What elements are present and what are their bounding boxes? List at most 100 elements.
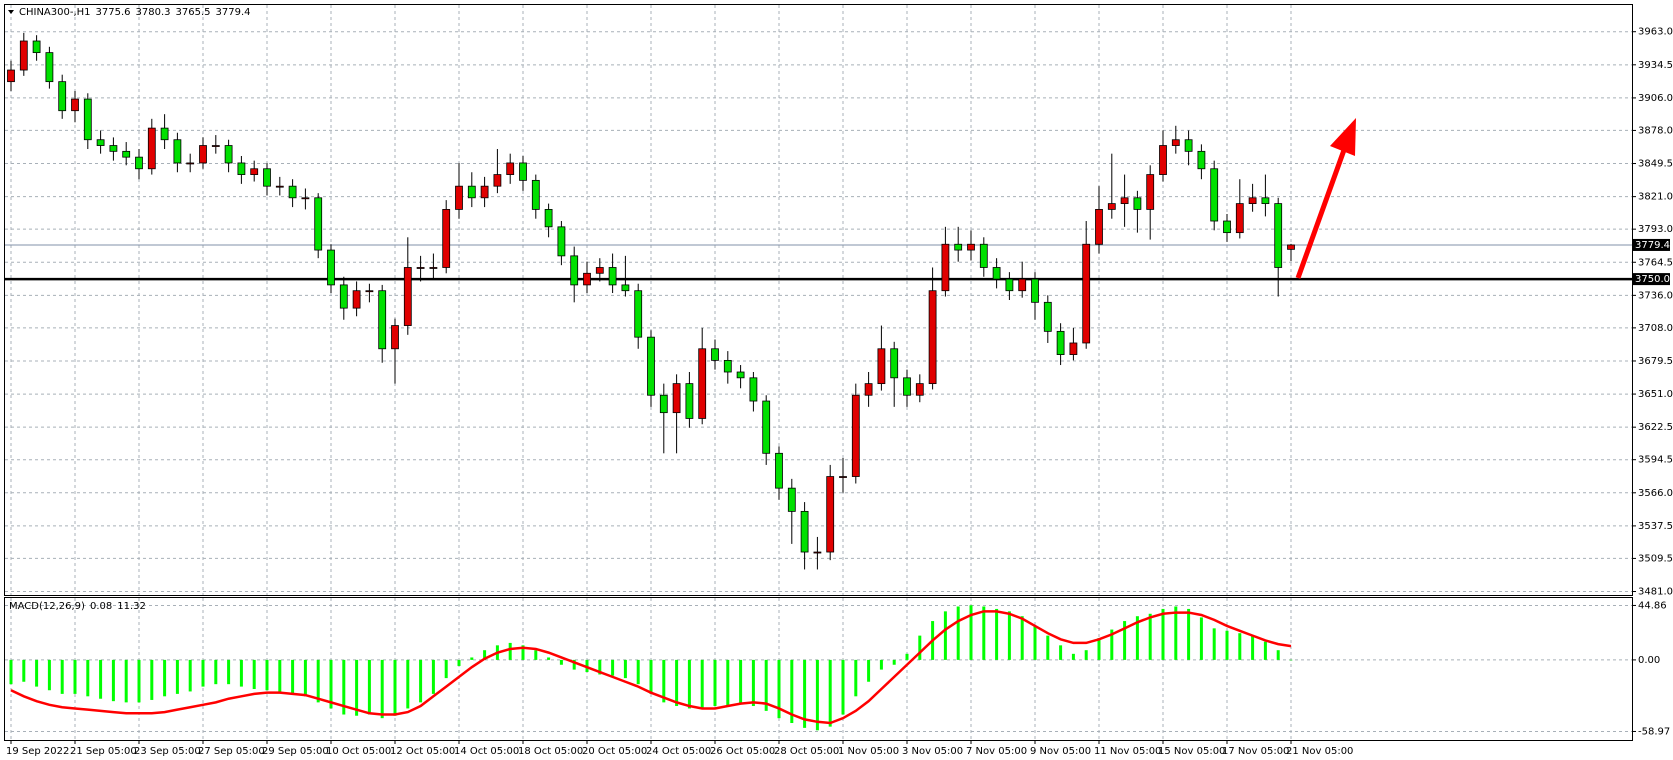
macd-bar: [892, 659, 896, 665]
macd-bar: [1033, 625, 1037, 660]
candle-body: [327, 249, 335, 286]
macd-bar: [431, 659, 435, 694]
macd-bar: [483, 650, 487, 660]
candle-body: [45, 52, 54, 83]
candle-body: [416, 267, 425, 269]
macd-bar: [124, 659, 128, 703]
y-tick-label: 3934.5: [1638, 60, 1673, 71]
macd-bar: [163, 659, 167, 697]
candle-body: [839, 476, 847, 478]
macd-bar: [623, 659, 627, 679]
candle-body: [365, 290, 374, 293]
macd-bar: [1110, 629, 1114, 660]
candle-body: [403, 267, 412, 326]
macd-bar: [649, 659, 653, 694]
candle-body: [32, 40, 41, 54]
macd-bar: [1059, 645, 1063, 660]
macd-bar: [636, 659, 640, 685]
candle-body: [583, 272, 591, 286]
candle-body: [1043, 301, 1052, 332]
macd-bar: [956, 606, 960, 660]
candle-body: [941, 243, 950, 292]
candle-body: [58, 81, 67, 112]
macd-bar: [291, 659, 295, 694]
y-tick-label: -58.97: [1638, 726, 1670, 737]
macd-bar: [214, 659, 218, 685]
macd-bar: [803, 659, 807, 728]
candle-body: [314, 197, 323, 251]
candle-body: [864, 383, 873, 396]
candle-body: [109, 145, 118, 152]
macd-bar: [278, 659, 282, 693]
macd-bar: [611, 659, 615, 676]
macd-bar: [867, 659, 871, 682]
candle-body: [352, 290, 361, 309]
macd-bar: [982, 606, 986, 660]
candle-body: [711, 348, 719, 361]
macd-bar: [1199, 617, 1203, 660]
macd-bar: [1007, 611, 1011, 660]
candle-body: [1248, 197, 1257, 205]
macd-bar: [1225, 630, 1229, 660]
candle-body: [1133, 197, 1142, 210]
candle-body: [1095, 209, 1103, 245]
x-tick-label: 11 Nov 05:00: [1094, 746, 1161, 757]
candle-body: [480, 185, 489, 199]
candle-body: [570, 255, 579, 286]
x-tick-label: 12 Oct 05:00: [390, 746, 455, 757]
candle-body: [1274, 203, 1283, 268]
macd-bar: [150, 659, 154, 700]
x-tick-label: 17 Nov 05:00: [1222, 746, 1289, 757]
bid-label: 3779.4: [1635, 240, 1670, 251]
macd-bar: [22, 659, 26, 682]
candle-body: [903, 377, 911, 396]
macd-bar: [739, 659, 743, 704]
macd-bar: [265, 659, 269, 691]
macd-bar: [1276, 650, 1280, 660]
x-tick-label: 9 Nov 05:00: [1030, 746, 1091, 757]
candle-body: [1197, 150, 1206, 170]
x-tick-label: 28 Oct 05:00: [774, 746, 839, 757]
candle-body: [608, 267, 617, 286]
candle-body: [1005, 278, 1014, 292]
candle-body: [1107, 203, 1116, 210]
y-tick-label: 3821.0: [1638, 192, 1673, 203]
candle-body: [506, 162, 515, 175]
y-tick-label: 3509.5: [1638, 553, 1673, 564]
macd-bar: [969, 605, 973, 660]
y-tick-label: 3764.5: [1638, 257, 1673, 268]
candle-body: [659, 394, 668, 414]
y-tick-label: 3566.0: [1638, 488, 1673, 499]
candle-body: [442, 209, 451, 268]
candle-body: [493, 174, 502, 187]
macd-bar: [201, 659, 205, 687]
macd-bar: [303, 659, 307, 697]
macd-bar: [60, 659, 64, 694]
y-tick-label: 3793.0: [1638, 224, 1673, 235]
macd-bar: [790, 659, 794, 724]
level-label: 3750.0: [1635, 274, 1670, 285]
macd-bar: [598, 659, 602, 675]
y-tick-label: 3849.5: [1638, 159, 1673, 170]
macd-bar: [547, 657, 551, 660]
collapse-icon[interactable]: [8, 10, 14, 14]
plot-layer: 3963.0 3934.5 3906.0 3878.0 3849.5 3821.0 3793…: [5, 5, 1673, 757]
x-tick-label: 7 Nov 05:00: [966, 746, 1027, 757]
macd-bar: [1212, 628, 1216, 660]
candle-body: [429, 267, 438, 269]
candle-body: [122, 150, 131, 158]
x-tick-label: 15 Nov 05:00: [1158, 746, 1225, 757]
candle-body: [19, 40, 28, 71]
macd-bar: [1097, 638, 1101, 660]
candle-body: [1171, 139, 1180, 146]
macd-panel: [4, 597, 1633, 741]
header-text: 11.32: [117, 601, 146, 612]
macd-bar: [9, 659, 13, 685]
candle-body: [762, 400, 771, 454]
candle-body: [1082, 243, 1091, 344]
y-tick-label: 3679.5: [1638, 356, 1673, 367]
y-tick-label: 3651.0: [1638, 389, 1673, 400]
macd-bar: [188, 659, 192, 692]
macd-bar: [175, 659, 179, 694]
macd-bar: [700, 659, 704, 709]
